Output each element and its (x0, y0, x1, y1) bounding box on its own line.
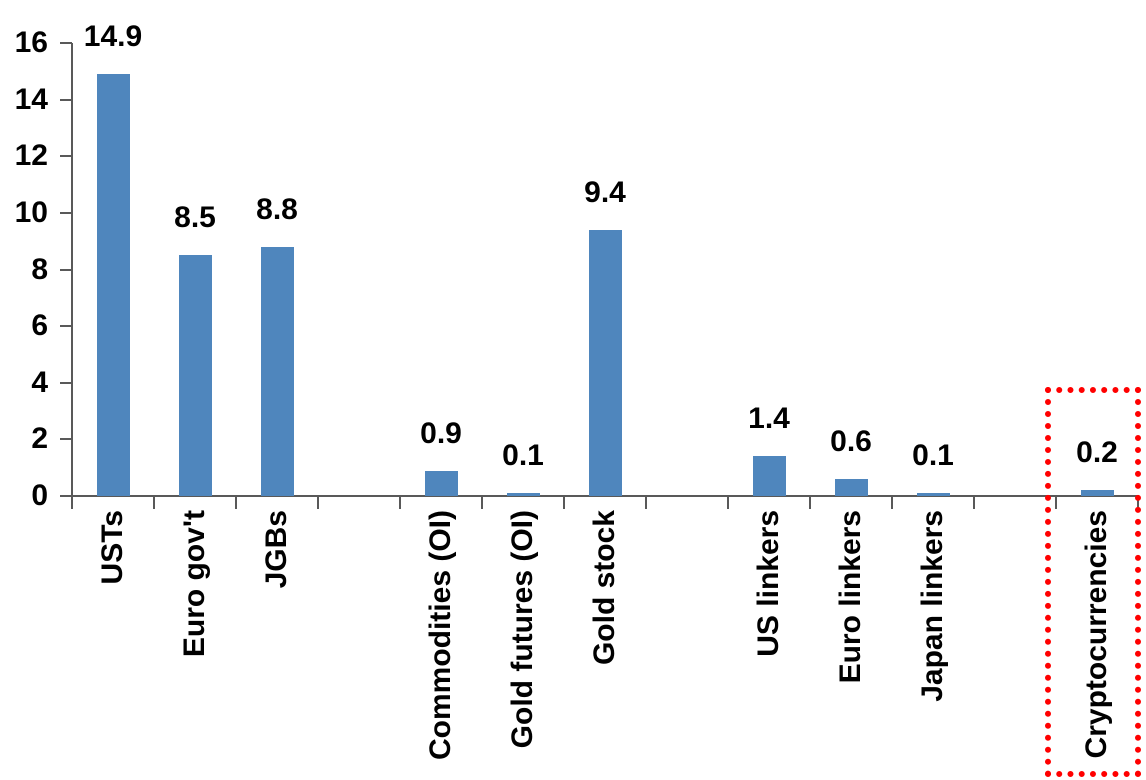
x-axis-tick (481, 496, 483, 509)
category-label: US linkers (752, 510, 785, 657)
y-axis-tick (60, 212, 72, 214)
y-axis-tick-label: 10 (14, 196, 48, 229)
value-label: 0.2 (1076, 436, 1118, 470)
y-axis-tick (60, 325, 72, 328)
x-axis-tick (563, 496, 565, 509)
y-axis-tick-label: 6 (31, 309, 48, 343)
bar (260, 246, 294, 496)
category-label: Japan linkers (916, 510, 949, 702)
y-axis-tick (60, 98, 72, 101)
x-axis-tick (1137, 496, 1139, 509)
y-axis-tick-label: 14 (14, 82, 48, 116)
bar (178, 255, 212, 496)
bar (1080, 490, 1114, 496)
bar (506, 493, 540, 496)
x-axis-tick (1055, 496, 1057, 509)
value-label: 8.5 (174, 201, 216, 235)
value-label: 8.8 (256, 192, 298, 226)
bar (752, 456, 786, 496)
category-label: USTs (96, 510, 129, 585)
category-label: Cryptocurrencies (1080, 510, 1113, 759)
category-label: JGBs (260, 510, 293, 589)
y-axis-tick (60, 155, 72, 158)
value-label: 0.1 (502, 439, 544, 473)
x-axis-tick (809, 496, 811, 509)
y-axis-tick-label: 12 (14, 139, 48, 173)
category-label: Gold stock (588, 510, 621, 666)
category-label: Gold futures (OI) (506, 510, 539, 749)
y-axis-line (71, 43, 73, 498)
y-axis-tick (60, 268, 72, 271)
x-axis-tick (317, 496, 319, 509)
y-axis-tick-label: 8 (31, 252, 48, 286)
x-axis-tick (153, 496, 155, 509)
bar (834, 479, 868, 496)
y-axis-tick-label: 4 (31, 365, 48, 399)
y-axis-tick (60, 381, 72, 384)
value-label: 9.4 (584, 175, 626, 209)
x-axis-tick (235, 496, 237, 509)
x-axis-tick (399, 496, 401, 509)
y-axis-tick-label: 0 (31, 479, 48, 512)
x-axis-tick (645, 496, 647, 509)
bar (424, 470, 458, 496)
value-label: 14.9 (83, 20, 143, 54)
value-label: 0.9 (420, 416, 462, 450)
category-label: Euro linkers (834, 510, 867, 684)
y-axis-tick (60, 42, 72, 45)
y-axis-tick (60, 495, 72, 497)
category-label: Euro gov't (178, 510, 211, 658)
value-label: 0.1 (912, 439, 954, 473)
x-axis-line (71, 495, 1139, 497)
x-axis-tick (973, 496, 975, 509)
value-label: 1.4 (748, 402, 790, 436)
bar (916, 493, 950, 496)
y-axis-tick-label: 2 (31, 422, 48, 456)
bar (96, 74, 130, 496)
x-axis-tick (71, 496, 73, 509)
bar (588, 229, 622, 496)
x-axis-tick (891, 496, 893, 509)
x-axis-tick (727, 496, 729, 509)
category-label: Commodities (OI) (424, 510, 457, 761)
y-axis-tick (60, 438, 72, 441)
y-axis-tick-label: 16 (14, 26, 48, 60)
value-label: 0.6 (830, 425, 872, 459)
